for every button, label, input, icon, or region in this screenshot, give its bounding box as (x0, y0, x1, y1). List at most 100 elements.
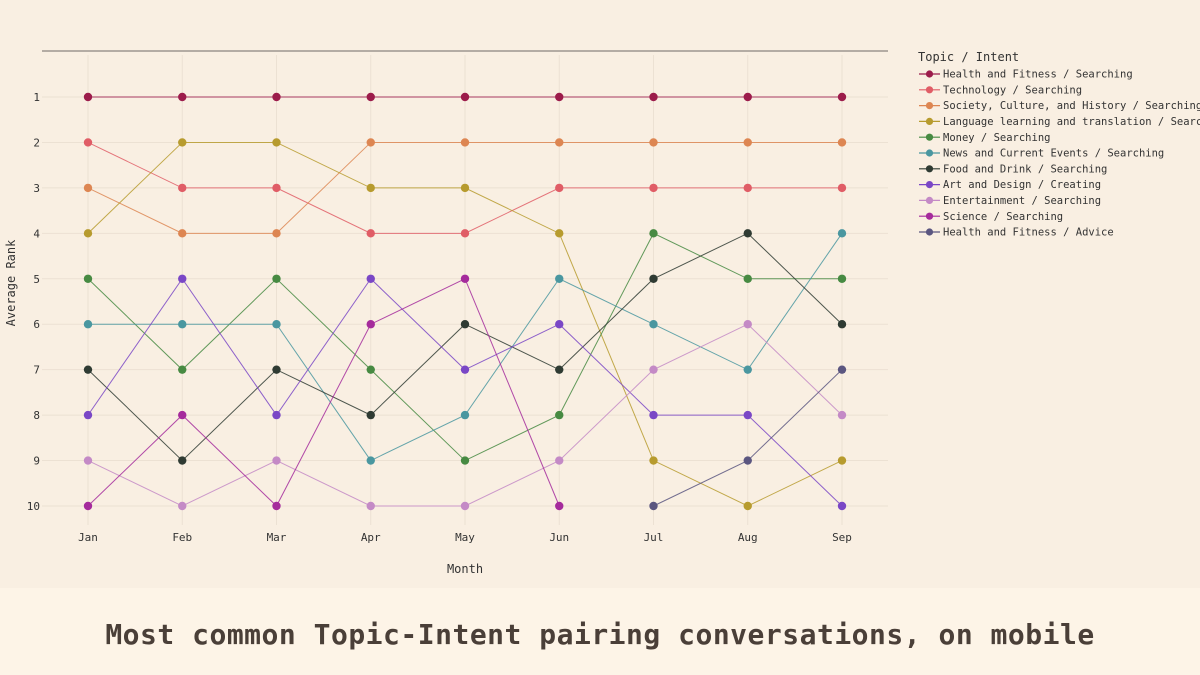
y-tick-label: 7 (33, 364, 40, 377)
legend-item-label: Food and Drink / Searching (943, 163, 1107, 175)
data-point (460, 183, 470, 193)
series-1 (83, 138, 847, 238)
data-point (649, 320, 658, 329)
data-point (555, 456, 564, 465)
y-tick-labels: 1 2 3 4 5 6 7 8 9 10 (27, 91, 41, 513)
data-point (272, 138, 281, 147)
data-point (743, 274, 752, 283)
y-tick-label: 5 (33, 273, 40, 286)
data-point (366, 410, 375, 420)
data-point (272, 501, 281, 511)
bump-chart: Jan Feb Mar Apr May Jun Jul Aug Sep 12345678910 … (4, 50, 1200, 576)
y-tick-label: 9 (33, 455, 40, 468)
data-point (366, 501, 375, 511)
series-9 (83, 274, 564, 511)
legend-marker (925, 102, 934, 110)
data-point (366, 183, 375, 193)
legend: Health and Fitness / Searching Technology… (919, 69, 1200, 239)
data-point (178, 501, 187, 511)
series-10 (649, 365, 847, 511)
legend-marker (925, 133, 934, 141)
data-point (460, 365, 470, 374)
data-point (366, 456, 375, 465)
x-tick-label: Sep (832, 531, 852, 544)
legend-marker (925, 165, 934, 173)
legend-item-label: Health and Fitness / Advice (943, 227, 1114, 239)
series-6 (83, 229, 847, 465)
data-point (460, 229, 470, 238)
x-tick-labels: Jan Feb Mar Apr May Jun Jul Aug Sep (78, 531, 852, 544)
data-point (272, 274, 281, 283)
data-point (837, 365, 847, 374)
data-point (837, 138, 847, 147)
data-point (178, 229, 187, 238)
data-point (837, 410, 847, 420)
data-point (83, 138, 93, 147)
legend-marker (925, 86, 934, 94)
series-line (87, 278, 560, 507)
legend-marker (925, 149, 934, 157)
data-point (460, 501, 470, 511)
data-point (837, 92, 847, 102)
data-point (837, 274, 847, 283)
data-point (555, 501, 564, 511)
data-point (83, 365, 93, 374)
data-point (178, 138, 187, 147)
data-point (743, 365, 752, 374)
data-point (837, 456, 847, 465)
legend-marker (925, 181, 934, 189)
series-4 (83, 229, 847, 465)
legend-item-label: Health and Fitness / Searching (943, 69, 1133, 81)
x-axis-title: Month (447, 562, 483, 576)
legend-item-label: Entertainment / Searching (943, 195, 1101, 207)
data-point (366, 365, 375, 374)
data-point (555, 410, 564, 420)
data-point (460, 92, 470, 102)
x-tick-label: Feb (172, 531, 192, 544)
data-point (649, 92, 658, 102)
data-point (460, 320, 470, 329)
data-point (272, 183, 281, 193)
data-point (83, 456, 93, 465)
data-point (743, 501, 752, 511)
y-axis-title: Average Rank (4, 239, 18, 326)
x-tick-label: Apr (361, 531, 381, 544)
legend-marker (925, 70, 934, 78)
data-point (83, 229, 93, 238)
x-tick-label: May (455, 531, 475, 544)
y-tick-label: 10 (27, 500, 40, 513)
data-point (178, 183, 187, 193)
legend-item-label: Technology / Searching (943, 84, 1082, 96)
data-point (272, 456, 281, 465)
data-point (649, 501, 658, 511)
data-point (178, 365, 187, 374)
data-point (837, 501, 847, 511)
series-group (83, 92, 847, 511)
data-point (272, 410, 281, 420)
data-point (272, 320, 281, 329)
chart-background (0, 0, 1200, 588)
data-point (555, 92, 564, 102)
series-3 (83, 138, 847, 511)
data-point (272, 92, 281, 102)
data-point (460, 456, 470, 465)
data-point (460, 274, 470, 283)
data-point (837, 320, 847, 329)
legend-title: Topic / Intent (918, 50, 1019, 64)
data-point (460, 138, 470, 147)
x-tick-label: Jun (549, 531, 569, 544)
data-point (649, 229, 658, 238)
legend-marker (925, 228, 934, 236)
data-point (178, 456, 187, 465)
series-2 (83, 138, 847, 238)
data-point (555, 365, 564, 374)
x-tick-label: Jul (644, 531, 664, 544)
y-tick-label: 2 (33, 136, 40, 149)
data-point (555, 138, 564, 147)
data-point (366, 274, 375, 283)
legend-item-label: News and Current Events / Searching (943, 148, 1164, 160)
legend-item-label: Science / Searching (943, 211, 1063, 223)
data-point (555, 183, 564, 193)
data-point (366, 138, 375, 147)
data-point (460, 410, 470, 420)
